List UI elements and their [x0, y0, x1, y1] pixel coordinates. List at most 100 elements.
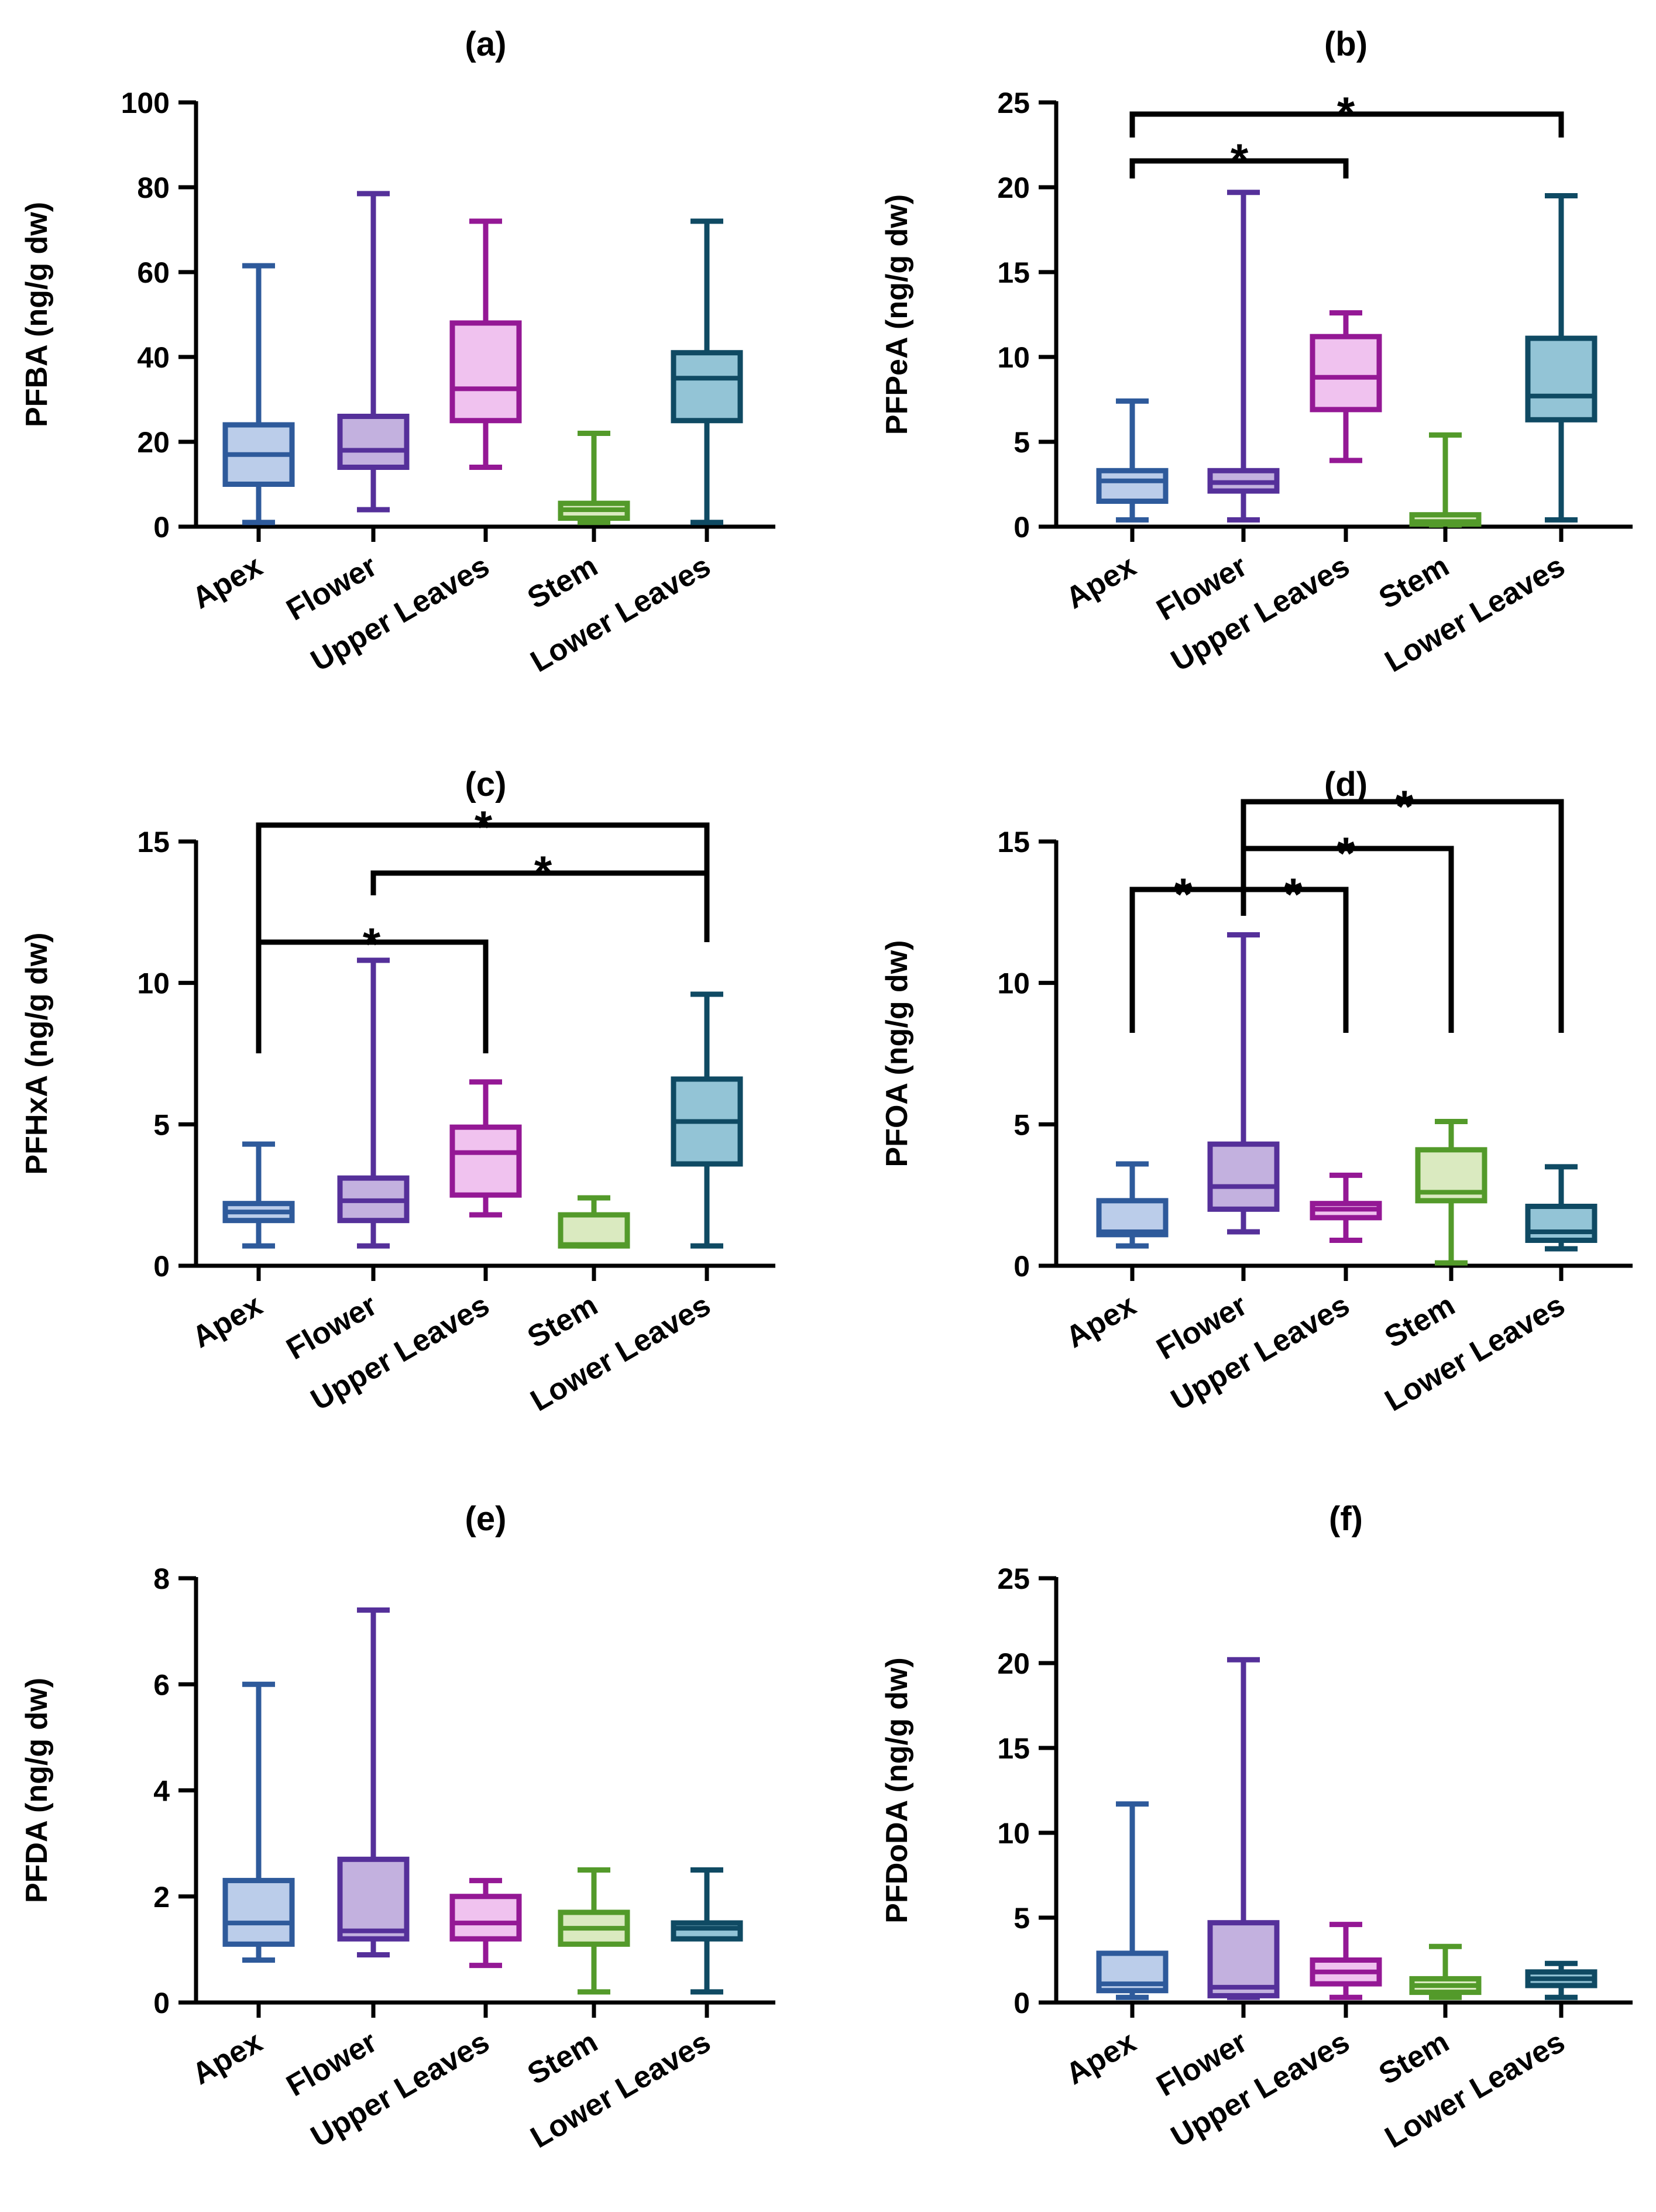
y-tick-label: 0 — [1013, 1987, 1030, 2019]
significance-bracket: * — [256, 801, 710, 1053]
box-iqr — [337, 1856, 410, 1942]
box-lower-leaves — [671, 1867, 743, 1995]
y-tick-label: 80 — [137, 171, 170, 204]
box-upper-leaves — [1310, 310, 1382, 463]
x-tick-label: Upper Leaves — [1166, 1288, 1355, 1417]
bracket-line — [256, 822, 710, 1053]
box-lower-leaves — [671, 991, 743, 1249]
bracket-line — [1241, 846, 1454, 1033]
box-lower-leaves — [671, 218, 743, 525]
box-iqr — [449, 320, 522, 424]
y-tick-label: 100 — [121, 87, 170, 119]
box-flower — [337, 1607, 410, 1957]
box-lower-leaves — [1525, 1960, 1597, 2000]
panel-title: (f) — [1329, 1500, 1363, 1538]
box-apex — [222, 1141, 295, 1249]
box-iqr — [671, 1920, 743, 1942]
x-tick-label: Apex — [187, 549, 268, 616]
box-apex — [1096, 1801, 1169, 2000]
y-axis-label: PFOA (ng/g dw) — [880, 940, 914, 1167]
bracket-line — [1129, 158, 1349, 178]
significance-bracket: * — [1129, 868, 1349, 1033]
significance-star: * — [1396, 781, 1414, 832]
y-tick-label: 4 — [153, 1775, 170, 1808]
y-tick-label: 20 — [997, 1647, 1030, 1680]
panel-title: (b) — [1324, 25, 1368, 63]
x-tick-label: Upper Leaves — [1166, 2025, 1355, 2154]
y-tick-label: 15 — [137, 826, 170, 858]
box-iqr — [1207, 1141, 1280, 1212]
box-apex — [1096, 1161, 1169, 1249]
x-tick-label: Apex — [1060, 1288, 1142, 1355]
box-iqr — [337, 414, 410, 470]
y-tick-label: 5 — [1013, 1108, 1030, 1141]
box-stem — [558, 1195, 630, 1249]
panel-title: (d) — [1324, 765, 1368, 803]
box-upper-leaves — [449, 1079, 522, 1218]
y-axis-label: PFPeA (ng/g dw) — [880, 194, 914, 435]
box-iqr — [558, 1212, 630, 1249]
box-flower — [337, 191, 410, 513]
panel-title: (c) — [465, 765, 507, 803]
y-axis-label: PFHxA (ng/g dw) — [20, 932, 54, 1174]
box-lower-leaves — [1525, 1164, 1597, 1252]
y-axis-label: PFBA (ng/g dw) — [20, 202, 54, 427]
y-tick-label: 15 — [997, 826, 1030, 858]
significance-star: * — [534, 846, 552, 898]
x-tick-label: Stem — [1379, 1288, 1461, 1355]
box-upper-leaves — [449, 1878, 522, 1969]
y-tick-label: 10 — [137, 967, 170, 1000]
y-tick-label: 40 — [137, 341, 170, 374]
significance-bracket: * — [1129, 134, 1349, 186]
y-tick-label: 0 — [153, 1250, 170, 1283]
box-stem — [1409, 432, 1482, 528]
y-tick-label: 0 — [153, 511, 170, 544]
significance-star: * — [475, 801, 493, 853]
y-tick-label: 15 — [997, 1732, 1030, 1765]
box-apex — [1096, 398, 1169, 523]
box-flower — [1207, 932, 1280, 1235]
x-tick-label: Stem — [522, 2025, 603, 2091]
box-upper-leaves — [449, 218, 522, 470]
significance-bracket: * — [256, 918, 489, 1053]
box-apex — [222, 263, 295, 525]
significance-bracket: * — [370, 846, 710, 942]
significance-star: * — [1337, 87, 1355, 139]
y-tick-label: 10 — [997, 967, 1030, 1000]
y-axis-label: PFDoDA (ng/g dw) — [880, 1657, 914, 1923]
panel-title: (a) — [465, 25, 507, 63]
significance-star: * — [1284, 868, 1303, 920]
box-iqr — [449, 1124, 522, 1198]
y-tick-label: 5 — [153, 1108, 170, 1141]
y-tick-label: 20 — [997, 171, 1030, 204]
significance-bracket: * — [1129, 87, 1564, 139]
box-stem — [1415, 1119, 1487, 1266]
x-tick-label: Stem — [1373, 549, 1455, 616]
box-iqr — [1310, 334, 1382, 413]
y-tick-label: 10 — [997, 341, 1030, 374]
bracket-line — [1129, 887, 1349, 1033]
x-tick-label: Apex — [187, 2025, 268, 2091]
box-flower — [337, 957, 410, 1249]
box-stem — [558, 1867, 630, 1995]
box-flower — [1207, 190, 1280, 523]
y-tick-label: 6 — [153, 1668, 170, 1701]
y-tick-label: 0 — [153, 1987, 170, 2019]
x-tick-label: Apex — [1060, 2025, 1142, 2091]
x-tick-label: Apex — [187, 1288, 268, 1355]
y-tick-label: 0 — [1013, 511, 1030, 544]
box-iqr — [1525, 1204, 1597, 1243]
y-tick-label: 10 — [997, 1817, 1030, 1850]
y-tick-label: 5 — [1013, 426, 1030, 459]
box-iqr — [671, 350, 743, 424]
box-iqr — [1096, 1198, 1169, 1238]
x-tick-label: Apex — [1060, 549, 1142, 616]
y-tick-label: 2 — [153, 1881, 170, 1914]
x-tick-label: Stem — [522, 1288, 603, 1355]
x-tick-label: Upper Leaves — [1166, 549, 1355, 678]
significance-star: * — [1231, 134, 1249, 186]
